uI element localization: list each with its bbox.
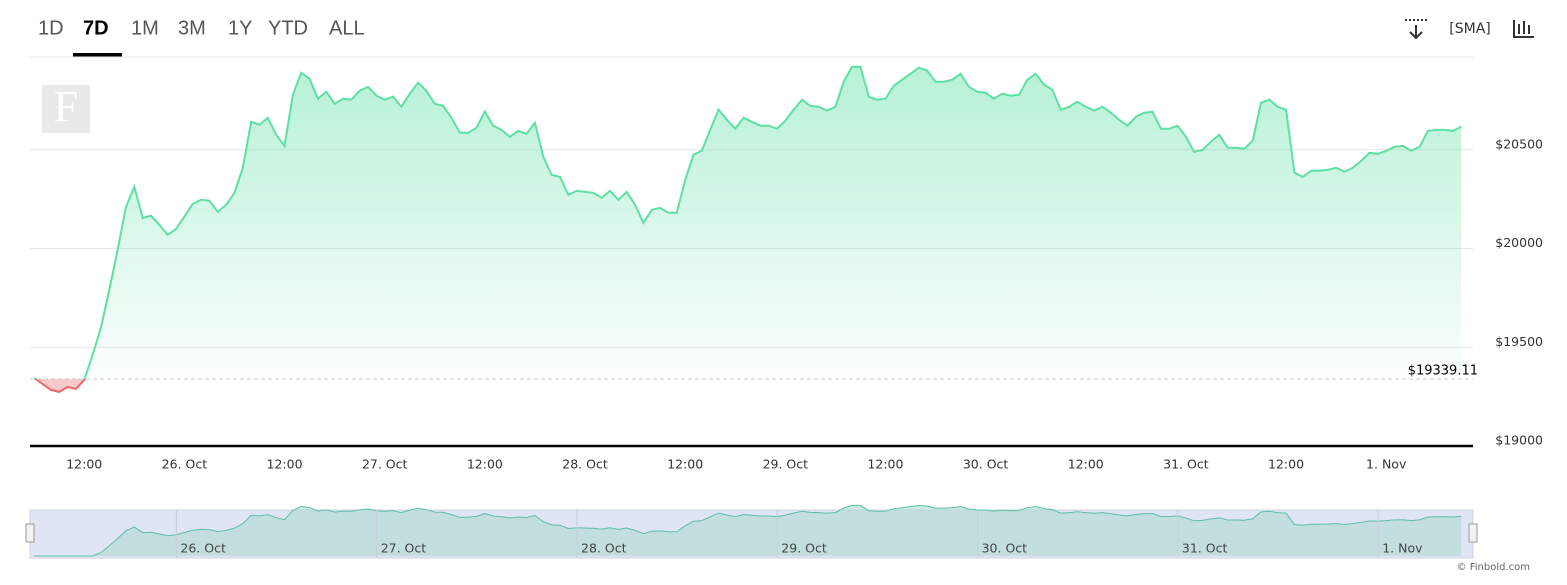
x-tick-label: 12:00 bbox=[467, 457, 503, 472]
credit: © Finbold.com bbox=[1457, 562, 1530, 573]
navigator-handle[interactable] bbox=[1468, 523, 1478, 543]
navigator-label: 26. Oct bbox=[180, 541, 226, 556]
range-button[interactable]: 3M bbox=[178, 17, 206, 39]
range-button[interactable]: 1M bbox=[131, 17, 159, 39]
x-tick-label: 12:00 bbox=[667, 457, 703, 472]
navigator-label: 1. Nov bbox=[1382, 541, 1423, 556]
x-tick-label: 27. Oct bbox=[362, 457, 408, 472]
indicator-button[interactable]: [SMA] bbox=[1449, 21, 1490, 37]
range-button[interactable]: 7D bbox=[83, 17, 109, 39]
logo: F bbox=[54, 82, 78, 131]
x-tick-label: 12:00 bbox=[267, 457, 303, 472]
y-tick-label: $19000 bbox=[1495, 433, 1543, 448]
y-tick-label: $20000 bbox=[1495, 235, 1543, 250]
range-button[interactable]: 1Y bbox=[228, 17, 252, 39]
range-button[interactable]: 1D bbox=[38, 17, 64, 39]
x-tick-label: 30. Oct bbox=[963, 457, 1009, 472]
y-tick-label: $20500 bbox=[1495, 136, 1543, 151]
chart-type-icon[interactable] bbox=[1513, 20, 1534, 38]
range-button[interactable]: ALL bbox=[329, 17, 365, 39]
area-up bbox=[34, 66, 1462, 380]
range-button[interactable]: YTD bbox=[268, 17, 308, 39]
baseline-label: $19339.11 bbox=[1408, 364, 1478, 379]
x-tick-label: 28. Oct bbox=[562, 457, 608, 472]
navigator-line bbox=[34, 504, 1462, 557]
navigator-label: 31. Oct bbox=[1182, 541, 1228, 556]
y-tick-label: $19500 bbox=[1495, 334, 1543, 349]
toolbar: 1D 7D 1M 3M 1Y YTD ALL bbox=[38, 17, 365, 39]
x-tick-label: 29. Oct bbox=[763, 457, 809, 472]
navigator-label: 30. Oct bbox=[982, 541, 1028, 556]
x-tick-label: 12:00 bbox=[1268, 457, 1304, 472]
x-tick-label: 1. Nov bbox=[1366, 457, 1407, 472]
x-tick-label: 12:00 bbox=[66, 457, 102, 472]
selected-underline bbox=[73, 53, 122, 57]
logo-box bbox=[42, 85, 90, 133]
navigator-area bbox=[34, 505, 1462, 556]
x-tick-label: 12:00 bbox=[1068, 457, 1104, 472]
line-up bbox=[33, 65, 1462, 380]
navigator-label: 29. Oct bbox=[781, 541, 827, 556]
x-tick-label: 26. Oct bbox=[162, 457, 208, 472]
x-tick-label: 31. Oct bbox=[1163, 457, 1209, 472]
x-tick-label: 12:00 bbox=[867, 457, 903, 472]
navigator-handle[interactable] bbox=[25, 523, 35, 543]
navigator-label: 27. Oct bbox=[381, 541, 427, 556]
navigator-label: 28. Oct bbox=[581, 541, 627, 556]
download-icon[interactable] bbox=[1405, 19, 1427, 40]
